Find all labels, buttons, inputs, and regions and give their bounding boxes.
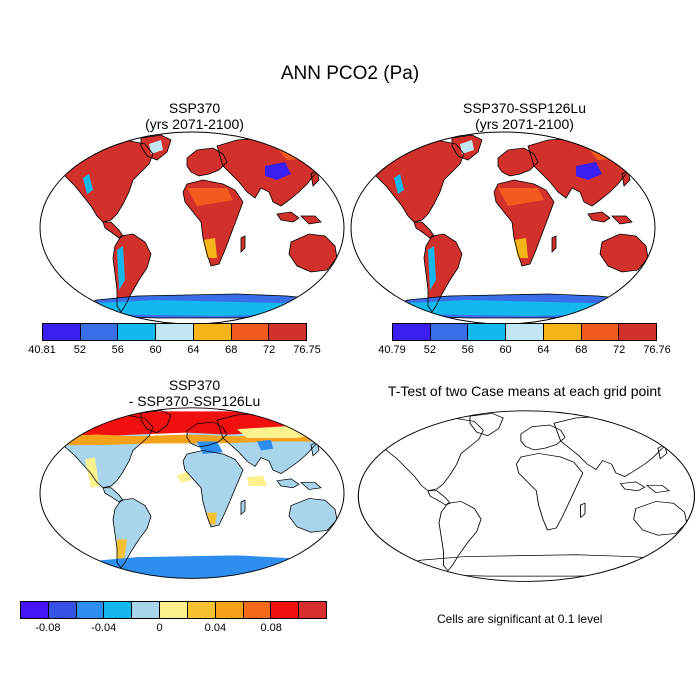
colorbar-1-swatch xyxy=(43,324,81,340)
colorbar-1-swatch xyxy=(80,324,119,340)
colorbar-2-swatch xyxy=(393,324,431,340)
figure-title: ANN PCO2 (Pa) xyxy=(280,63,420,84)
colorbar-1-swatch xyxy=(156,324,194,340)
colorbar-3-swatch xyxy=(271,602,300,618)
colorbar-1 xyxy=(42,323,307,341)
colorbar-1-swatch xyxy=(193,324,232,340)
colorbar-3-swatch xyxy=(21,602,49,618)
colorbar-2-tick-label: 76.76 xyxy=(643,344,671,356)
colorbar-2-tick-label: 56 xyxy=(461,344,474,356)
colorbar-1-tick-label: 68 xyxy=(225,344,238,356)
colorbar-3-swatch xyxy=(187,602,216,618)
colorbar-2 xyxy=(392,323,657,341)
panel-3-title: SSP370 - SSP370-SSP126Lu xyxy=(42,377,347,409)
colorbar-3-tick-label: 0.08 xyxy=(260,622,282,634)
colorbar-3-swatch xyxy=(76,602,105,618)
colorbar-3-tick-label: 0 xyxy=(156,622,163,634)
colorbar-1-tick-label: 76.75 xyxy=(293,344,321,356)
colorbar-1-tick-label: 72 xyxy=(263,344,276,356)
panel-3-title-line1: SSP370 xyxy=(168,377,221,393)
colorbar-1-swatch xyxy=(231,324,270,340)
colorbar-1-tick-label: 64 xyxy=(187,344,200,356)
colorbar-2-swatch xyxy=(581,324,620,340)
panel-4-title: T-Test of two Case means at each grid po… xyxy=(352,383,697,399)
colorbar-3-swatch xyxy=(48,602,77,618)
panel-4-title-line1: T-Test of two Case means at each grid po… xyxy=(387,383,662,399)
colorbar-1-tick-label: 40.81 xyxy=(28,344,56,356)
colorbar-2-tick-label: 52 xyxy=(423,344,436,356)
colorbar-3-tick-label: -0.04 xyxy=(91,622,117,634)
colorbar-3-swatch xyxy=(215,602,244,618)
panel-1-title-line2: (yrs 2071-2100) xyxy=(145,116,244,132)
colorbar-3-tick-label: -0.08 xyxy=(35,622,61,634)
colorbar-2-swatch xyxy=(430,324,469,340)
panel-1-title-line1: SSP370 xyxy=(168,100,221,116)
panel-2-title-line2: (yrs 2071-2100) xyxy=(475,116,574,132)
colorbar-1-tick-label: 56 xyxy=(111,344,124,356)
colorbar-3-swatch xyxy=(243,602,272,618)
colorbar-3 xyxy=(20,601,327,619)
colorbar-2-tick-label: 40.79 xyxy=(378,344,406,356)
colorbar-3-swatch xyxy=(160,602,188,618)
colorbar-2-tick-label: 68 xyxy=(575,344,588,356)
colorbar-2-tick-label: 72 xyxy=(613,344,626,356)
colorbar-2-tick-label: 64 xyxy=(537,344,550,356)
panel-2-map xyxy=(350,131,656,325)
colorbar-3-tick-label: 0.04 xyxy=(204,622,227,634)
colorbar-2-tick-label: 60 xyxy=(499,344,512,356)
panel-1-map xyxy=(39,131,345,325)
colorbar-3-swatch xyxy=(299,602,326,618)
colorbar-2-swatch xyxy=(543,324,582,340)
panel-3-map xyxy=(39,407,345,579)
colorbar-3-swatch xyxy=(104,602,133,618)
panel-3-title-line2: - SSP370-SSP126Lu xyxy=(128,393,261,409)
colorbar-1-tick-label: 60 xyxy=(149,344,162,356)
colorbar-1-swatch xyxy=(118,324,157,340)
colorbar-3-swatch xyxy=(132,602,161,618)
colorbar-2-swatch xyxy=(506,324,544,340)
panel-2-title-line1: SSP370-SSP126Lu xyxy=(463,100,586,116)
colorbar-1-tick-label: 52 xyxy=(73,344,86,356)
colorbar-2-swatch xyxy=(468,324,507,340)
colorbar-1-swatch xyxy=(269,324,307,340)
panel-1-title: SSP370 (yrs 2071-2100) xyxy=(42,100,347,132)
colorbar-2-swatch xyxy=(619,324,657,340)
panel-2-title: SSP370-SSP126Lu (yrs 2071-2100) xyxy=(352,100,697,132)
significance-note: Cells are significant at 0.1 level xyxy=(437,612,603,626)
panel-4-map xyxy=(357,410,696,582)
